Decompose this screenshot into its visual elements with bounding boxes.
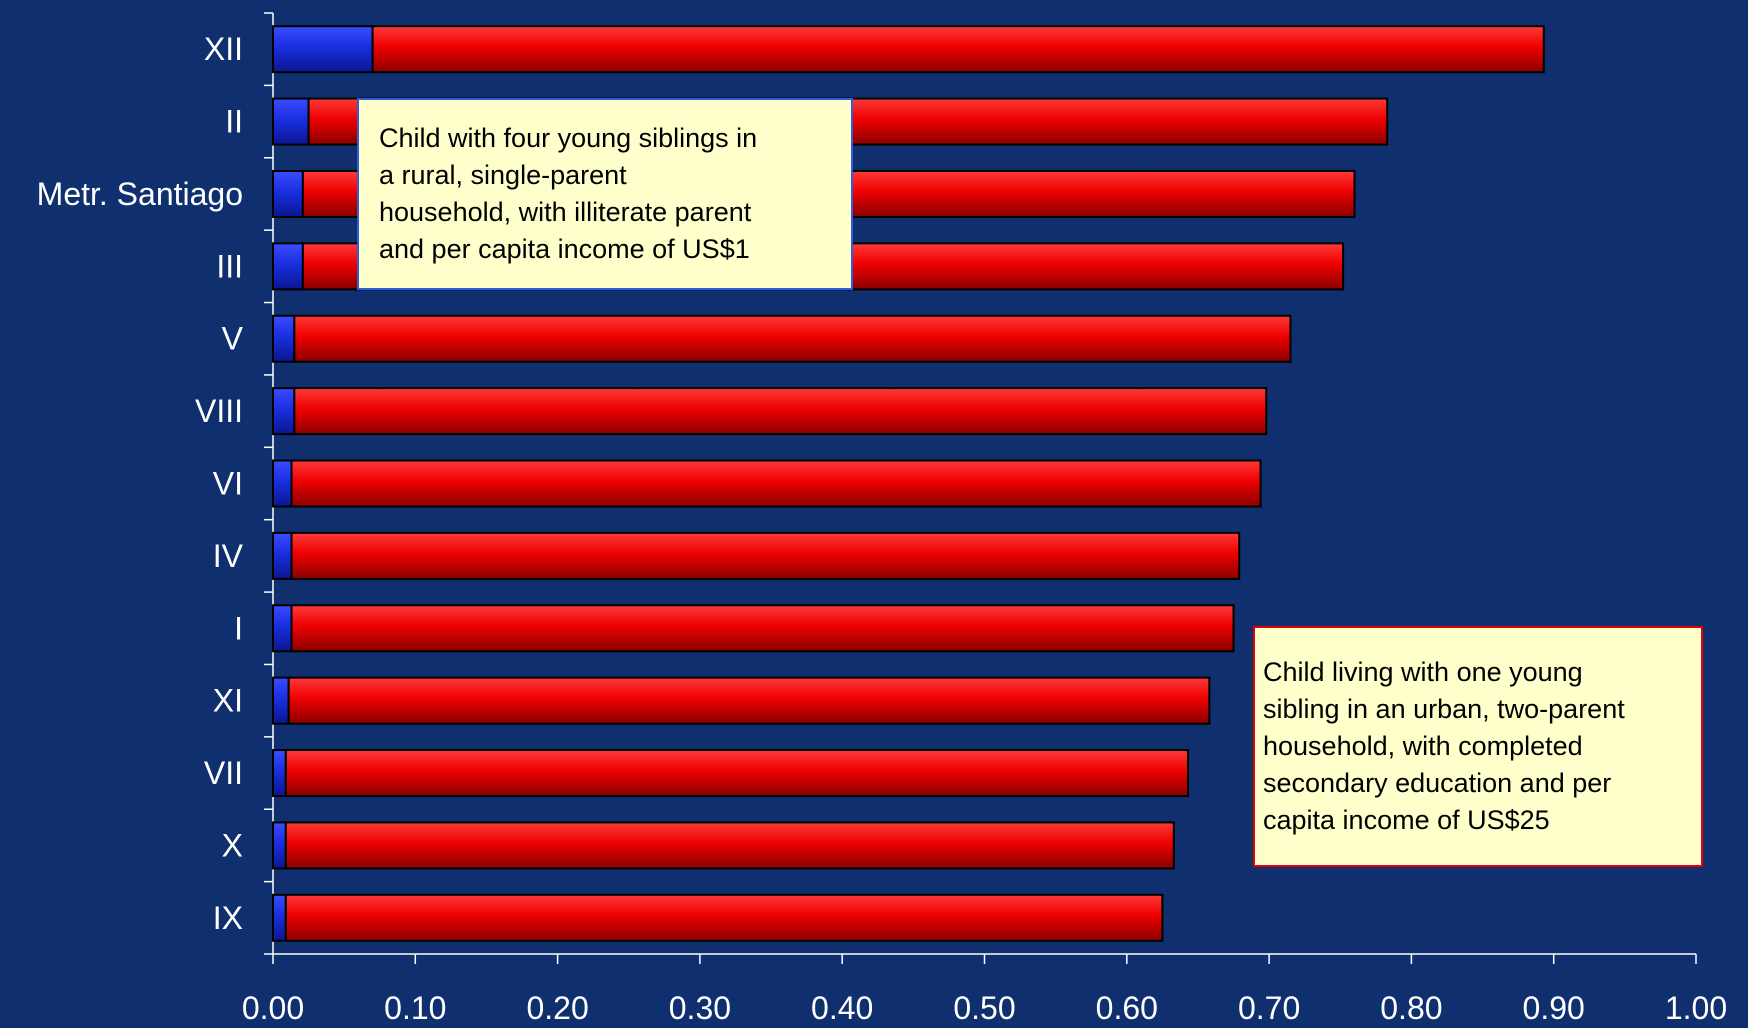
bar-segment-red: [290, 459, 1262, 508]
bar-segment-blue: [272, 676, 290, 725]
bar-segment-blue: [272, 531, 293, 580]
callout-line: capita income of US$25: [1263, 805, 1550, 835]
category-label: II: [225, 104, 243, 140]
bar-segment-red: [293, 387, 1268, 436]
bar-segment-blue: [272, 821, 287, 870]
bar-segment-blue: [272, 604, 293, 653]
callout-line: household, with completed: [1263, 731, 1583, 761]
callout-line: secondary education and per: [1263, 768, 1612, 798]
category-label: V: [222, 321, 244, 357]
category-label: VIII: [195, 393, 243, 429]
bar-segment-red: [290, 531, 1241, 580]
bar-segment-blue: [272, 25, 374, 74]
bar-segment-blue: [272, 749, 287, 798]
bar-segment-red: [371, 25, 1545, 74]
x-tick-label: 0.80: [1380, 990, 1442, 1026]
category-label: Metr. Santiago: [37, 176, 243, 212]
x-tick-label: 0.70: [1238, 990, 1300, 1026]
x-tick-label: 0.40: [811, 990, 873, 1026]
category-label: I: [234, 610, 243, 646]
callout-line: Child living with one young: [1263, 657, 1583, 687]
labels-layer: 0.00 0.10 0.20 0.30 0.40 0.50 0.60 0.70 0.80 0.90…: [37, 31, 1727, 1026]
category-label: XI: [213, 683, 243, 719]
callout-line: household, with illiterate parent: [379, 197, 752, 227]
x-tick-label: 0.30: [669, 990, 731, 1026]
bar-segment-blue: [272, 97, 310, 146]
bar-segment-blue: [272, 387, 296, 436]
bar-segment-red: [290, 604, 1235, 653]
x-tick-label: 0.90: [1523, 990, 1585, 1026]
category-label: VII: [204, 755, 243, 791]
category-label: XII: [204, 31, 243, 67]
bar-segment-red: [284, 893, 1164, 942]
callout-line: and per capita income of US$1: [379, 234, 750, 264]
bar-segment-red: [284, 821, 1175, 870]
bar-segment-blue: [272, 242, 304, 291]
category-label: IX: [213, 900, 243, 936]
bar-segment-red: [287, 676, 1211, 725]
x-tick-label: 0.50: [953, 990, 1015, 1026]
callout-line: Child with four young siblings in: [379, 123, 758, 153]
category-label: III: [216, 248, 243, 284]
x-tick-label: 1.00: [1665, 990, 1727, 1026]
bar-segment-blue: [272, 459, 293, 508]
callout-rural-child: Child with four young siblings in a rura…: [357, 98, 853, 290]
x-tick-label: 0.20: [526, 990, 588, 1026]
bar-segment-blue: [272, 314, 296, 363]
callout-line: sibling in an urban, two-parent: [1263, 694, 1625, 724]
bar-segment-red: [293, 314, 1292, 363]
x-tick-label: 0.00: [242, 990, 304, 1026]
x-tick-label: 0.10: [384, 990, 446, 1026]
category-label: IV: [213, 538, 244, 574]
callout-urban-child: Child living with one young sibling in a…: [1253, 626, 1703, 867]
category-label: X: [222, 827, 243, 863]
x-tick-label: 0.60: [1096, 990, 1158, 1026]
bar-segment-blue: [272, 169, 304, 218]
callout-line: a rural, single-parent: [379, 160, 627, 190]
bar-segment-blue: [272, 893, 287, 942]
category-label: VI: [213, 466, 243, 502]
bar-segment-red: [284, 749, 1189, 798]
